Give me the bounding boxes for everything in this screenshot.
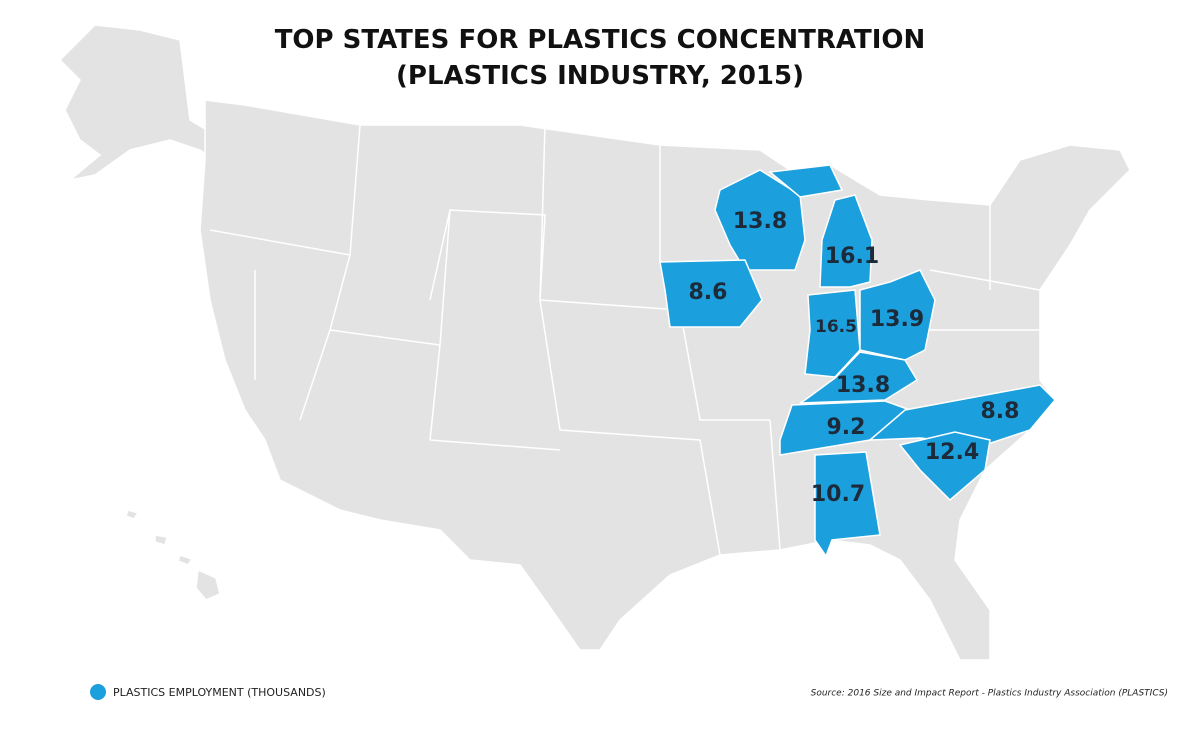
state-value: 16.5 bbox=[815, 317, 857, 337]
state-value: 13.8 bbox=[836, 373, 890, 398]
title: TOP STATES FOR PLASTICS CONCENTRATION bbox=[275, 25, 926, 55]
state-value: 13.9 bbox=[870, 307, 924, 332]
state-shape bbox=[799, 351, 919, 404]
legend-label: PLASTICS EMPLOYMENT (THOUSANDS) bbox=[113, 686, 326, 699]
state-value: 12.4 bbox=[925, 440, 979, 465]
state-shape bbox=[714, 169, 806, 271]
state-shape bbox=[768, 164, 873, 288]
contiguous-us bbox=[199, 99, 1131, 661]
base-map bbox=[58, 24, 1131, 661]
subtitle: (PLASTICS INDUSTRY, 2015) bbox=[396, 61, 804, 91]
hawaii bbox=[125, 509, 221, 601]
state-value: 13.8 bbox=[733, 209, 787, 234]
state-shape bbox=[659, 259, 763, 328]
state-shape bbox=[898, 431, 991, 502]
state-value: 8.8 bbox=[981, 399, 1020, 424]
state-value: 8.6 bbox=[689, 280, 728, 305]
source: Source: 2016 Size and Impact Report - Pl… bbox=[811, 689, 1168, 699]
highlighted-states: 13.8 16.1 8.6 16.5 13.9 13.8 9.2 8.812.4 10.7 bbox=[659, 164, 1057, 558]
state-value: 10.7 bbox=[811, 482, 865, 507]
state-shape bbox=[859, 269, 936, 361]
state-value: 9.2 bbox=[827, 415, 866, 440]
state-shape bbox=[814, 451, 881, 558]
alaska bbox=[58, 24, 242, 181]
state-value: 16.1 bbox=[825, 244, 879, 269]
legend-swatch bbox=[90, 684, 106, 700]
